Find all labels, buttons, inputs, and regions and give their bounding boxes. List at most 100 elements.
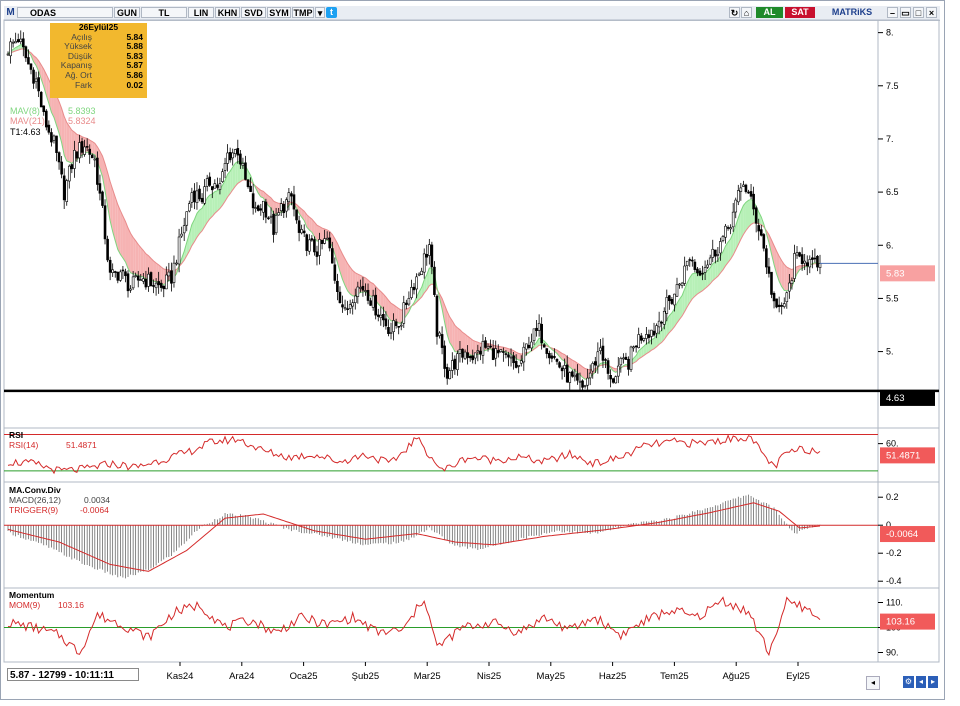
momentum-tick-label: 110. xyxy=(886,598,903,608)
scroll-left-icon[interactable]: ◂ xyxy=(916,676,926,688)
settings-icon[interactable]: ⚙ xyxy=(903,676,914,688)
candle-body xyxy=(747,191,750,194)
candle-body xyxy=(359,287,362,289)
svd-button[interactable]: SVD xyxy=(241,7,266,18)
ma-band-segment xyxy=(135,240,139,276)
time-tick-label: Mar25 xyxy=(414,671,441,682)
candle-body xyxy=(55,135,58,153)
ma-band-segment xyxy=(219,185,223,209)
candle-body xyxy=(106,238,109,261)
candle-body xyxy=(448,370,452,380)
candle-body xyxy=(468,355,472,359)
candle-body xyxy=(16,39,20,43)
candle-body xyxy=(650,329,653,337)
candle-body xyxy=(637,334,641,348)
macd-panel xyxy=(3,481,940,589)
candle-body xyxy=(742,184,745,187)
candle-body xyxy=(433,266,436,295)
candle-body xyxy=(527,344,531,348)
buy-button[interactable]: AL xyxy=(756,7,783,18)
refresh-icon[interactable]: ↻ xyxy=(729,7,740,18)
candle-body xyxy=(152,285,155,287)
ma-band-segment xyxy=(237,161,241,184)
candle-body xyxy=(302,230,306,234)
candle-body xyxy=(52,135,56,141)
candle-body xyxy=(244,162,247,180)
candle-body xyxy=(749,191,753,197)
candle-body xyxy=(530,341,533,349)
ma-band-segment xyxy=(636,350,639,362)
candle-body xyxy=(136,275,140,281)
dropdown-icon[interactable]: ▾ xyxy=(315,7,325,18)
maximize-icon[interactable]: □ xyxy=(913,7,924,18)
tmp-button[interactable]: TMP xyxy=(292,7,314,18)
currency-selector[interactable]: TL xyxy=(141,7,187,18)
sell-button[interactable]: SAT xyxy=(785,7,815,18)
time-tick-label: Nis25 xyxy=(477,671,501,682)
ma-band-segment xyxy=(324,229,328,241)
candle-body xyxy=(162,285,166,290)
ma-band-segment xyxy=(388,300,392,321)
candle-body xyxy=(267,217,270,220)
scroll-right-icon[interactable]: ▸ xyxy=(928,676,938,688)
candle-body xyxy=(657,320,661,328)
period-selector[interactable]: GUN xyxy=(114,7,140,18)
ohlc-row: Kapanış 5.87 xyxy=(60,60,143,71)
lock-icon[interactable]: ⌂ xyxy=(741,7,752,18)
candle-body xyxy=(236,148,240,156)
candle-body xyxy=(770,271,773,295)
candle-body xyxy=(458,349,462,354)
ma-band-segment xyxy=(679,295,683,320)
candle-body xyxy=(632,346,635,349)
candle-body xyxy=(256,205,260,211)
candle-body xyxy=(688,259,692,261)
t1-axis-label-bg xyxy=(880,389,935,406)
candle-body xyxy=(116,271,120,281)
candle-body xyxy=(369,300,372,306)
ma-band-segment xyxy=(638,348,642,360)
time-tick-label: Eyl25 xyxy=(786,671,810,682)
candle-body xyxy=(765,248,768,268)
candle-body xyxy=(752,193,755,210)
candle-body xyxy=(451,360,454,371)
restore-icon[interactable]: ▭ xyxy=(900,7,911,18)
symbol-selector[interactable]: ODAS xyxy=(17,7,113,18)
ma-band-segment xyxy=(735,217,739,250)
close-icon[interactable]: × xyxy=(926,7,937,18)
candle-body xyxy=(34,78,38,82)
ohlc-row: Fark 0.02 xyxy=(75,79,143,90)
ma-band-segment xyxy=(572,360,575,371)
ma-band-segment xyxy=(459,329,463,353)
candle-body xyxy=(228,151,232,161)
scroll-start-icon[interactable]: ◂ xyxy=(866,676,880,690)
minimize-icon[interactable]: – xyxy=(887,7,898,18)
candle-body xyxy=(565,364,569,383)
ma-band-segment xyxy=(536,338,540,348)
candle-body xyxy=(438,332,441,336)
price-tick-label: 5. xyxy=(886,347,894,357)
sym-button[interactable]: SYM xyxy=(267,7,291,18)
candle-body xyxy=(98,183,102,194)
ma-band-segment xyxy=(140,247,144,277)
ma-band-segment xyxy=(214,190,218,214)
candle-body xyxy=(62,175,66,201)
candle-body xyxy=(210,186,214,191)
khn-button[interactable]: KHN xyxy=(215,7,240,18)
candle-body xyxy=(639,335,643,341)
scale-selector[interactable]: LIN xyxy=(188,7,214,18)
last-price-label-bg xyxy=(880,265,935,282)
macd-last-label-bg xyxy=(880,526,935,543)
candle-body xyxy=(330,248,334,264)
candle-body xyxy=(356,286,360,297)
twitter-icon[interactable]: t xyxy=(326,7,337,18)
candle-body xyxy=(706,264,709,268)
candle-body xyxy=(216,184,219,188)
candle-body xyxy=(285,199,288,212)
ma-band-segment xyxy=(730,232,734,260)
candle-body xyxy=(739,187,743,192)
ma-band-segment xyxy=(94,143,98,162)
candle-body xyxy=(517,364,520,367)
candle-body xyxy=(496,350,500,354)
candle-body xyxy=(665,297,669,314)
candle-body xyxy=(282,204,286,214)
